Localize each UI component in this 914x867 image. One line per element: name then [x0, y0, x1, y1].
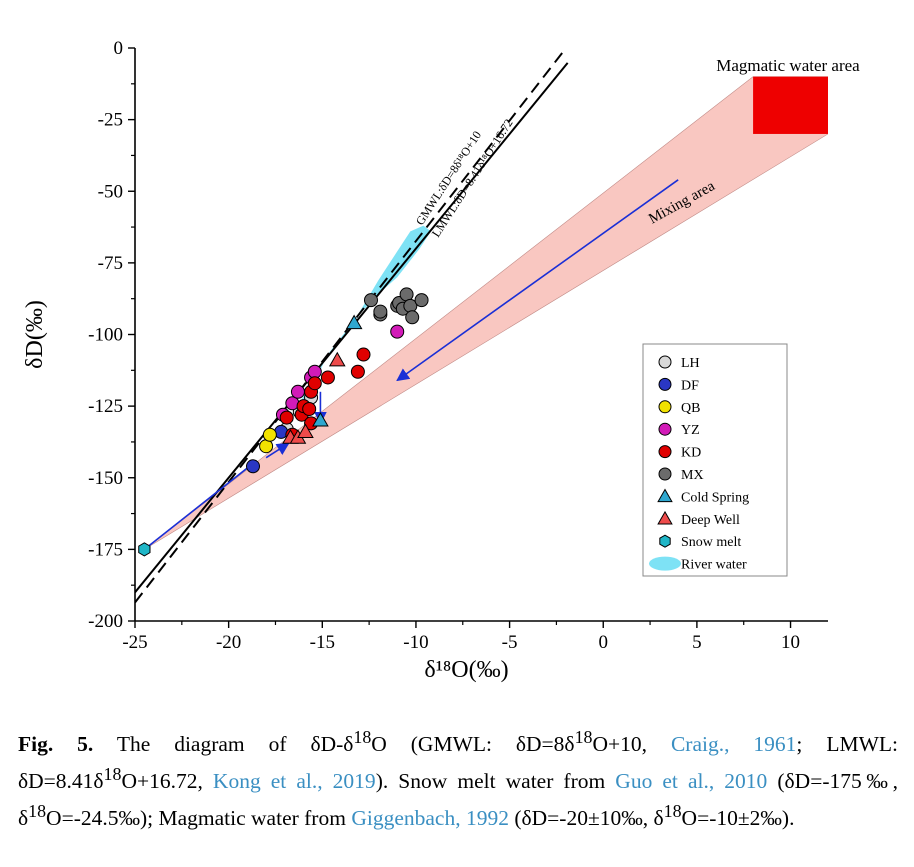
caption-text: O=-10±2‰). [681, 806, 795, 831]
caption-text: ). Snow melt water from [375, 769, 616, 794]
legend-label-kd: KD [681, 446, 701, 461]
x-tick-label: -15 [310, 632, 335, 653]
legend-label-yz: YZ [681, 423, 700, 438]
magmatic-water-area [753, 76, 828, 134]
y-tick-label: -175 [88, 539, 123, 560]
caption-fig-label: Fig. 5. [18, 732, 94, 757]
mixing-arrow [396, 179, 679, 382]
caption-sup: 18 [663, 801, 682, 822]
y-tick-label: -200 [88, 611, 123, 632]
legend: LH DF QB YZ KD MX Cold Spring Deep Well Snow mel… [642, 343, 788, 577]
point-cold-spring [312, 411, 329, 427]
legend-label-df: DF [681, 378, 699, 393]
x-axis-title: δ¹⁸O(‰) [424, 657, 508, 683]
point-snow-melt [138, 542, 151, 557]
point-kd [279, 410, 294, 425]
legend-marker-yz [658, 422, 672, 436]
point-kd [307, 376, 322, 391]
lmwl-line [135, 48, 568, 604]
legend-label-mx: MX [681, 468, 704, 483]
y-axis-title: δD(‰) [22, 300, 48, 369]
legend-label-deep-well: Deep Well [681, 513, 740, 528]
magmatic-area-label: Magmatic water area [716, 56, 860, 75]
point-mx [405, 310, 420, 325]
legend-label-river-water: River water [681, 558, 747, 573]
legend-marker-df [658, 377, 672, 391]
legend-marker-deep-well [657, 510, 673, 525]
caption-text: (δD=-20±10‰, δ [508, 806, 664, 831]
legend-marker-lh [658, 355, 672, 369]
point-yz [390, 324, 405, 339]
legend-marker-snow-melt [659, 534, 671, 548]
x-tick-label: 10 [781, 632, 800, 653]
y-tick-label: -50 [98, 181, 123, 202]
legend-marker-mx [658, 467, 672, 481]
data-points [138, 287, 429, 557]
caption-text: (δD=-175‰, δ [18, 769, 898, 831]
mixing-arrow [143, 459, 258, 551]
figure: -25 -20 -15 -10 -5 0 5 10 0 -25 -50 -75 -100 -125 -150… [22, 38, 860, 683]
caption-sup: 18 [28, 801, 47, 822]
legend-label-lh: LH [681, 356, 700, 371]
point-deep-well [297, 423, 314, 439]
point-kd [302, 401, 317, 416]
caption-text: O (GMWL: δD=8δ [371, 732, 575, 757]
x-tick-label: -5 [502, 632, 518, 653]
arrows [143, 179, 679, 551]
legend-marker-qb [658, 400, 672, 414]
point-kd [320, 370, 335, 385]
point-df [245, 459, 260, 474]
citation-link[interactable]: Giggenbach, 1992 [351, 806, 509, 831]
x-tick-label: -10 [403, 632, 428, 653]
caption-text: O=-24.5‰); Magmatic water from [46, 806, 352, 831]
chart: -25 -20 -15 -10 -5 0 5 100-25-50-75-100-125-150… [22, 38, 860, 683]
caption-text: The diagram of δD-δ [93, 732, 354, 757]
caption-sup: 18 [103, 764, 122, 785]
y-tick-label: -125 [88, 396, 123, 417]
x-tick-label: 5 [692, 632, 702, 653]
legend-label-cold-spring: Cold Spring [681, 490, 749, 505]
legend-marker-cold-spring [657, 488, 673, 503]
caption-text: O+10, [592, 732, 671, 757]
legend-label-qb: QB [681, 401, 700, 416]
caption-text: ; LMWL: δD=8.41δ [18, 732, 898, 794]
x-tick-label: -25 [122, 632, 147, 653]
point-deep-well [328, 351, 346, 367]
caption-text: O+16.72, [121, 769, 213, 794]
y-tick-label: 0 [114, 38, 124, 59]
caption-sup: 18 [353, 727, 372, 747]
mixing-arrow [265, 442, 290, 459]
y-tick-label: -25 [98, 110, 123, 131]
legend-label-snow-melt: Snow melt [681, 535, 741, 550]
citation-link[interactable]: Guo et al., 2010 [615, 769, 768, 794]
point-cold-spring [345, 314, 363, 330]
point-mx [414, 293, 429, 308]
y-tick-label: -75 [98, 253, 123, 274]
x-tick-label: -20 [216, 632, 241, 653]
legend-marker-river-water [649, 556, 681, 571]
citation-link[interactable]: Craig., 1961 [670, 732, 797, 757]
legend-marker-kd [658, 445, 672, 459]
point-kd [350, 364, 365, 379]
y-tick-label: -100 [88, 325, 123, 346]
caption-sup: 18 [574, 727, 593, 747]
axes: -25 -20 -15 -10 -5 0 5 100-25-50-75-100-125-150… [22, 38, 828, 683]
citation-link[interactable]: Kong et al., 2019 [212, 769, 376, 794]
point-mx [363, 293, 378, 308]
x-tick-label: 0 [598, 632, 608, 653]
point-kd [356, 347, 371, 362]
point-mx [373, 304, 388, 319]
figure-caption: Fig. 5. The diagram of δD-δ18O (GMWL: δD… [18, 722, 898, 833]
point-qb [262, 427, 277, 442]
y-tick-label: -150 [88, 468, 123, 489]
point-yz [290, 384, 305, 399]
